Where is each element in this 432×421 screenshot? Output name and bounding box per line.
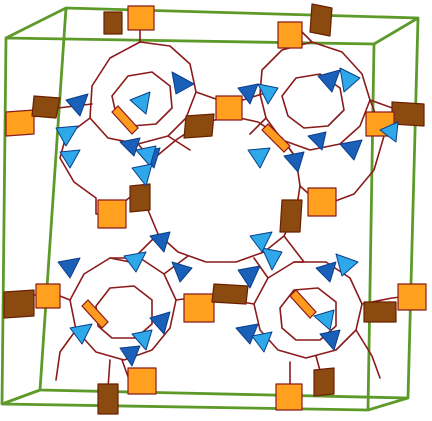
cell-edge-top-left	[5, 6, 67, 40]
square-right-lower-back	[363, 301, 397, 323]
slab-upper-right	[261, 123, 291, 153]
triangle-ll-5	[149, 311, 171, 335]
triangle-ur-6	[247, 147, 271, 169]
triangle-lr-2	[261, 247, 283, 271]
triangle-lr-6	[313, 309, 335, 331]
square-bottom-right	[275, 383, 303, 411]
triangle-ur-5	[307, 131, 327, 151]
triangle-ur-4	[339, 67, 361, 93]
square-left-lower	[35, 283, 61, 309]
square-mid-upper	[215, 95, 243, 121]
slab-upper-left	[111, 105, 139, 135]
triangle-ur-2	[257, 83, 279, 105]
triangle-ul-3	[171, 71, 195, 95]
square-top-right-back	[309, 3, 333, 37]
triangle-ul-6	[59, 149, 81, 169]
triangle-lr-4	[335, 253, 359, 277]
triangle-ll-3	[171, 261, 193, 283]
triangle-ur-7	[339, 139, 363, 161]
upper-left-cage	[89, 41, 197, 145]
cell-edge-top-right	[373, 16, 419, 46]
square-mid-lower	[183, 293, 215, 323]
square-bottom-left-back	[97, 383, 119, 415]
lower-left-cage-inner	[95, 285, 153, 339]
triangle-ul-8	[135, 145, 157, 167]
slab-lower-right	[289, 289, 317, 319]
triangle-ll-1	[57, 257, 81, 279]
triangle-ul-4	[55, 125, 79, 147]
square-bottom-left	[127, 367, 157, 395]
square-left-upper	[5, 109, 35, 137]
framework-edges	[7, 13, 413, 393]
lower-right-cage-inner	[279, 287, 337, 341]
unit-cell-box	[0, 6, 420, 412]
triangle-ur-8	[379, 121, 399, 143]
slab-units	[81, 105, 317, 329]
triangle-lr-7	[319, 329, 341, 351]
triangle-center-4	[283, 151, 305, 173]
square-left-upper-back	[31, 95, 61, 119]
triangle-ll-6	[131, 329, 153, 351]
square-top-right	[277, 21, 303, 49]
triangle-lr-8	[251, 331, 273, 353]
cell-edge-bottom-left	[1, 388, 41, 406]
square-center-left	[129, 183, 151, 213]
lower-right-cage	[253, 261, 363, 359]
square-rings	[3, 3, 427, 415]
square-left-lower-back	[3, 289, 35, 319]
square-right-mid	[307, 187, 337, 217]
square-top-mid	[103, 11, 123, 35]
triangle-ur-3	[317, 69, 341, 93]
triangle-ul-5	[119, 137, 141, 157]
triangle-ul-2	[129, 91, 151, 115]
triangle-ul-1	[65, 93, 89, 117]
triangle-ll-2	[123, 251, 147, 273]
square-top-left	[127, 5, 155, 31]
triangle-lr-3	[315, 261, 337, 283]
triangle-ll-4	[69, 323, 93, 345]
triangle-ur-1	[237, 83, 259, 105]
triangle-rings	[55, 67, 399, 367]
square-mid-upper-left	[183, 113, 215, 139]
square-right-lower	[397, 283, 427, 311]
triangle-center-1	[131, 163, 153, 187]
cell-edge-bottom-right	[367, 396, 409, 412]
triangle-lr-5	[235, 323, 259, 345]
square-mid-lower-back	[211, 283, 249, 305]
square-bottom-right-back	[313, 367, 335, 397]
upper-right-cage-inner	[281, 73, 345, 129]
triangle-center-3	[249, 231, 273, 253]
slab-lower-left	[81, 299, 109, 329]
triangle-lr-1	[237, 265, 261, 289]
triangle-ll-7	[119, 345, 141, 367]
triangle-center-2	[149, 231, 171, 253]
square-left-mid	[97, 199, 127, 229]
square-center-right	[279, 199, 303, 233]
lower-left-cage	[69, 257, 177, 361]
